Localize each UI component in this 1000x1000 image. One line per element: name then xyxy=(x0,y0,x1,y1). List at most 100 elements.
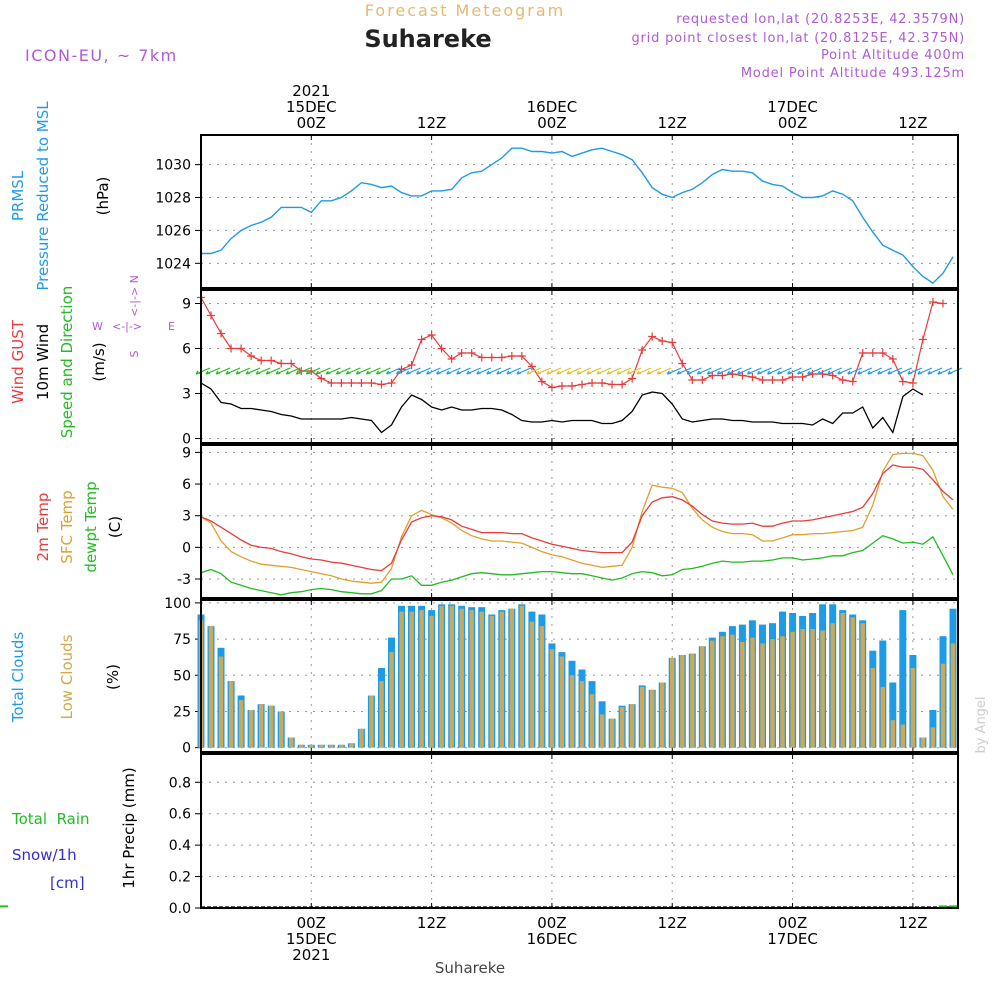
gust-marker xyxy=(537,377,546,386)
bottom-time-label: 16DEC xyxy=(527,930,578,948)
y-tick-label: 6 xyxy=(182,477,191,493)
gust-marker xyxy=(477,353,486,362)
gust-marker xyxy=(487,353,496,362)
gust-marker xyxy=(928,298,937,306)
wind-direction-arrow xyxy=(325,367,341,375)
low-cloud-bar xyxy=(680,655,685,748)
wind-direction-arrow xyxy=(736,367,752,375)
bottom-time-label: 15DEC xyxy=(286,930,337,948)
low-cloud-bar xyxy=(208,626,214,748)
pressure-axis-title: Pressure Reduced to MSL xyxy=(34,101,52,291)
gust-marker xyxy=(547,383,556,392)
wind-direction-arrow xyxy=(375,367,391,375)
low-cloud-bar xyxy=(690,653,695,748)
low-cloud-bar xyxy=(329,744,334,748)
wind-direction-arrow xyxy=(295,367,311,375)
gust-marker xyxy=(357,379,366,387)
low-cloud-bar xyxy=(228,681,234,748)
wind-direction-arrow xyxy=(937,367,953,375)
wind-direction-arrow xyxy=(576,367,592,375)
gust-marker xyxy=(287,359,296,368)
wind-direction-arrow xyxy=(436,367,451,375)
gust-marker xyxy=(277,359,286,368)
top-time-label: 17DEC xyxy=(767,98,818,116)
low-cloud-bar xyxy=(269,705,274,748)
low-cloud-bar xyxy=(740,642,745,748)
gust-marker xyxy=(638,346,647,354)
wind-direction-arrow xyxy=(696,367,712,375)
t2m-line xyxy=(200,464,954,572)
low-cloud-bar xyxy=(660,682,665,748)
gust-marker xyxy=(317,374,326,383)
low-cloud-bar xyxy=(549,649,555,748)
gust-marker xyxy=(618,380,627,389)
temp-axis-title: SFC Temp xyxy=(58,490,76,563)
gust-marker xyxy=(688,376,697,384)
top-time-label: 12Z xyxy=(658,114,687,132)
wind-direction-arrow xyxy=(666,367,682,375)
y-tick-label: 3 xyxy=(182,387,191,403)
wind-direction-arrow xyxy=(546,367,562,375)
wind-direction-arrow xyxy=(345,367,361,375)
y-tick-label: 0.2 xyxy=(169,870,191,886)
pressure-axis-title: (hPa) xyxy=(94,177,112,216)
gust-marker xyxy=(447,355,456,363)
low-cloud-bar xyxy=(319,744,324,748)
pressure-line xyxy=(201,147,954,284)
low-cloud-bar xyxy=(880,686,885,748)
low-cloud-bar xyxy=(349,743,354,748)
compass-arrows: <-|-> xyxy=(112,320,142,333)
wind-direction-arrow xyxy=(777,367,792,375)
footer-location: Suhareke xyxy=(435,959,505,977)
y-tick-label: 9 xyxy=(182,445,191,461)
gust-marker xyxy=(668,338,677,347)
wind-direction-arrow xyxy=(406,367,421,375)
wind-direction-arrow xyxy=(235,367,251,375)
gust-marker xyxy=(628,374,637,383)
low-cloud-bar xyxy=(800,629,805,748)
gust-marker xyxy=(527,362,536,371)
wind-direction-arrow xyxy=(787,367,802,375)
gust-marker xyxy=(868,349,877,357)
gust-marker xyxy=(377,380,386,389)
bottom-time-label: 12Z xyxy=(658,914,687,932)
low-cloud-bar xyxy=(589,694,595,748)
wind-direction-arrow xyxy=(857,367,872,375)
total-cloud-bar xyxy=(899,610,907,748)
low-cloud-bar xyxy=(720,636,725,748)
low-cloud-bar xyxy=(950,643,956,748)
wind-direction-arrow xyxy=(225,367,241,375)
low-cloud-bar xyxy=(780,636,785,748)
wind-direction-arrow xyxy=(506,367,522,375)
wind-direction-arrow xyxy=(446,367,461,375)
low-cloud-bar xyxy=(930,727,936,748)
gust-marker xyxy=(407,361,416,369)
wind-axis-title: 10m Wind xyxy=(34,324,52,400)
low-cloud-bar xyxy=(529,621,535,748)
wind-direction-arrow xyxy=(205,367,221,375)
bottom-time-label: 12Z xyxy=(417,914,446,932)
model-label: ICON-EU, ~ 7km xyxy=(25,46,178,65)
y-tick-label: 0.4 xyxy=(169,838,191,854)
temp-axis-title: 2m Temp xyxy=(34,493,52,562)
wind-speed-line xyxy=(200,382,924,435)
gust-marker xyxy=(227,344,236,353)
y-tick-label: 0.6 xyxy=(169,807,191,823)
cloud-axis-title: (%) xyxy=(104,664,122,690)
gust-marker xyxy=(828,371,837,380)
cloud-axis-title: Total Clouds xyxy=(9,632,27,724)
wind-direction-arrow xyxy=(596,367,612,375)
wind-direction-arrow xyxy=(426,367,441,375)
gust-marker xyxy=(718,371,727,380)
top-time-label: 00Z xyxy=(297,114,326,132)
low-cloud-bar xyxy=(489,615,494,748)
wind-direction-arrow xyxy=(526,367,542,375)
gust-marker xyxy=(517,352,526,360)
low-cloud-bar xyxy=(840,613,845,748)
low-cloud-bar xyxy=(469,610,474,748)
low-cloud-bar xyxy=(820,630,825,748)
location-title: Suhareke xyxy=(364,25,491,53)
wind-direction-arrow xyxy=(837,367,852,375)
wind-direction-arrow xyxy=(265,367,281,375)
pressure-panel: 1024 1026 1028 1030 xyxy=(155,134,959,289)
